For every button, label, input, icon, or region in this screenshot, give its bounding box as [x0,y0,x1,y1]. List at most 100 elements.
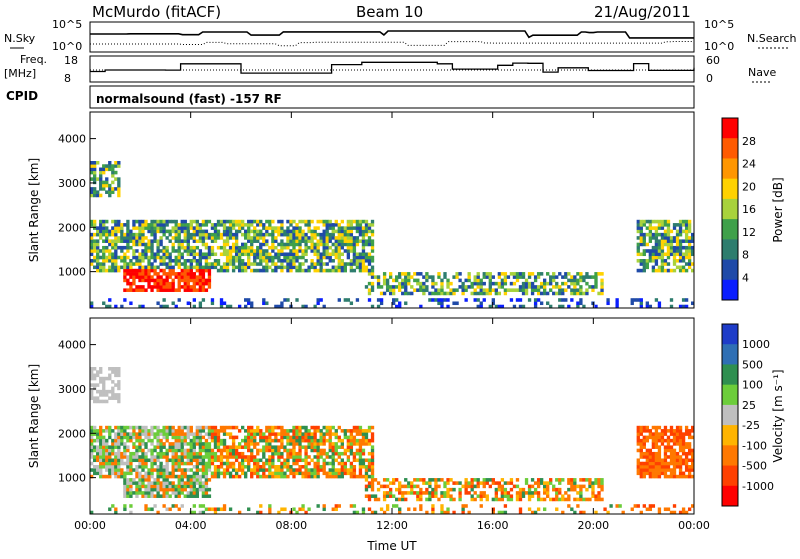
data-cell [141,265,145,270]
data-cell [156,445,160,449]
data-cell [476,272,480,276]
data-cell [364,285,369,289]
data-cell [663,219,668,224]
data-cell [141,429,145,433]
data-cell [105,304,109,309]
data-cell [210,507,215,512]
data-cell [204,288,209,292]
data-cell [663,252,668,257]
data-cell [177,249,181,253]
data-cell [666,249,671,253]
data-cell [150,481,154,485]
data-cell [316,219,320,224]
data-cell [491,298,495,302]
data-cell [567,285,571,289]
data-cell [382,497,387,502]
data-cell [219,429,224,433]
data-cell [286,298,290,302]
data-cell [204,219,209,224]
data-cell [687,245,692,250]
data-cell [669,268,674,273]
data-cell [286,458,290,463]
data-cell [120,471,124,476]
data-cell [234,229,239,234]
data-cell [186,272,190,276]
data-cell [250,249,254,253]
data-cell [684,298,689,302]
data-cell [216,507,221,512]
data-cell [681,507,686,512]
data-cell [132,278,136,283]
data-cell [253,249,257,253]
data-cell [259,465,263,469]
data-cell [642,504,646,508]
data-cell [159,494,163,498]
data-cell [681,239,686,243]
data-cell [479,494,483,498]
data-cell [274,474,278,479]
data-cell [198,478,203,482]
data-cell [687,507,692,512]
data-cell [358,471,363,476]
data-cell [648,468,653,472]
data-cell [349,232,354,237]
data-cell [162,484,166,489]
data-cell [687,451,692,456]
data-cell [639,301,643,306]
data-cell [114,187,118,191]
data-cell [225,239,230,243]
data-cell [195,219,200,224]
data-cell [328,429,332,433]
data-cell [434,281,438,286]
data-cell [298,458,302,463]
data-cell [666,268,671,273]
data-cell [666,262,671,266]
data-cell [219,245,224,250]
data-cell [286,474,290,479]
data-cell [567,487,571,492]
data-cell [621,510,625,515]
data-cell [283,259,287,263]
data-cell [216,468,221,472]
data-cell [645,507,649,512]
data-cell [111,226,115,230]
data-cell [189,268,193,273]
data-cell [382,484,387,489]
data-cell [201,465,206,469]
data-cell [331,249,335,253]
data-cell [259,268,263,273]
data-cell [96,445,100,449]
data-cell [485,481,489,485]
data-cell [192,478,196,482]
data-cell [663,236,668,240]
data-cell [247,442,251,446]
data-cell [126,494,130,498]
data-cell [183,474,187,479]
data-cell [325,245,329,250]
data-cell [265,226,269,230]
data-cell [277,510,281,515]
data-cell [93,386,97,391]
data-cell [198,255,203,260]
data-cell [648,232,653,237]
data-cell [576,288,580,292]
data-cell [600,281,604,286]
data-cell [286,239,290,243]
data-cell [102,229,106,234]
data-cell [419,494,423,498]
data-cell [108,455,112,459]
data-cell [96,190,100,194]
data-cell [503,278,508,283]
data-cell [198,259,203,263]
data-cell [337,249,341,253]
data-cell [183,232,187,237]
data-cell [256,451,260,456]
data-cell [90,262,94,266]
data-cell [177,494,181,498]
data-cell [349,442,354,446]
data-cell [437,288,441,292]
data-cell [225,445,230,449]
data-cell [446,298,450,302]
data-cell [132,468,136,472]
data-cell [549,281,553,286]
